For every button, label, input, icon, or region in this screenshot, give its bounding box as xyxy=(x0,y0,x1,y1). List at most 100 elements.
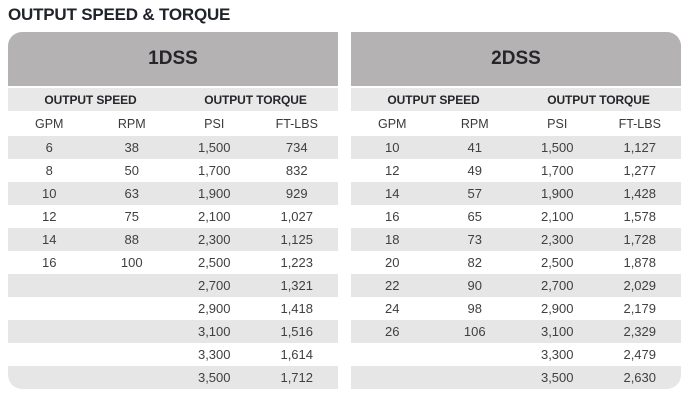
table-row: 3,300 2,479 xyxy=(351,343,681,366)
table-2dss: 2DSS OUTPUT SPEED OUTPUT TORQUE GPM RPM … xyxy=(351,32,681,389)
table-cell: 3,500 xyxy=(540,370,574,385)
table-cell: 2,500 xyxy=(197,255,231,270)
table-cell: 1,700 xyxy=(197,163,231,178)
table-cell: 98 xyxy=(467,301,482,316)
table-row: 8 50 1,700 832 xyxy=(8,159,338,182)
table-row: 3,500 2,630 xyxy=(351,366,681,389)
table-cell: 3,500 xyxy=(197,370,231,385)
column-header-psi: PSI xyxy=(547,116,568,131)
table-cell: 2,900 xyxy=(540,301,574,316)
table-cell: 2,300 xyxy=(197,232,231,247)
table-row: 2,900 1,418 xyxy=(8,297,338,320)
page: OUTPUT SPEED & TORQUE 1DSS OUTPUT SPEED … xyxy=(8,5,686,389)
table-cell: 1,500 xyxy=(540,140,574,155)
table-cell: 106 xyxy=(463,324,486,339)
table-cell: 1,728 xyxy=(623,232,657,247)
table-1dss: 1DSS OUTPUT SPEED OUTPUT TORQUE GPM RPM … xyxy=(8,32,338,389)
table-1dss-header: 1DSS xyxy=(8,32,338,86)
table-cell: 832 xyxy=(285,163,308,178)
table-cell: 3,100 xyxy=(540,324,574,339)
table-cell: 14 xyxy=(385,186,400,201)
table-cell: 1,321 xyxy=(280,278,314,293)
table-cell: 1,500 xyxy=(197,140,231,155)
table-cell: 3,300 xyxy=(197,347,231,362)
table-row: 12 75 2,100 1,027 xyxy=(8,205,338,228)
table-row: 3,100 1,516 xyxy=(8,320,338,343)
table-cell: 50 xyxy=(124,163,139,178)
table-cell: 2,500 xyxy=(540,255,574,270)
table-cell: 6 xyxy=(45,140,53,155)
table-cell: 41 xyxy=(467,140,482,155)
table-cell: 2,300 xyxy=(540,232,574,247)
table-row: 16 100 2,500 1,223 xyxy=(8,251,338,274)
table-cell: 100 xyxy=(120,255,143,270)
table-cell: 1,516 xyxy=(280,324,314,339)
table-row: 20 82 2,500 1,878 xyxy=(351,251,681,274)
table-cell: 2,029 xyxy=(623,278,657,293)
table-row: 24 98 2,900 2,179 xyxy=(351,297,681,320)
table-cell: 1,418 xyxy=(280,301,314,316)
table-cell: 22 xyxy=(385,278,400,293)
table-2dss-column-header-row: GPM RPM PSI FT-LBS xyxy=(351,111,681,136)
column-header-ftlbs: FT-LBS xyxy=(275,116,318,131)
group-header-output-torque: OUTPUT TORQUE xyxy=(547,92,650,107)
table-cell: 57 xyxy=(467,186,482,201)
table-cell: 1,223 xyxy=(280,255,314,270)
table-cell: 1,027 xyxy=(280,209,314,224)
table-row: 10 41 1,500 1,127 xyxy=(351,136,681,159)
table-2dss-body: 10 41 1,500 1,127 12 49 1,700 1,277 14 57 1,900 1,4… xyxy=(351,136,681,389)
group-header-output-speed: OUTPUT SPEED xyxy=(44,92,137,107)
table-cell: 90 xyxy=(467,278,482,293)
table-cell: 2,100 xyxy=(197,209,231,224)
column-header-gpm: GPM xyxy=(378,116,407,131)
table-cell: 2,100 xyxy=(540,209,574,224)
table-cell: 82 xyxy=(467,255,482,270)
table-row: 16 65 2,100 1,578 xyxy=(351,205,681,228)
table-row: 3,300 1,614 xyxy=(8,343,338,366)
table-cell: 1,578 xyxy=(623,209,657,224)
table-cell: 1,125 xyxy=(280,232,314,247)
table-cell: 16 xyxy=(42,255,57,270)
page-title: OUTPUT SPEED & TORQUE xyxy=(8,5,231,24)
table-cell: 14 xyxy=(42,232,57,247)
table-cell: 10 xyxy=(385,140,400,155)
table-1dss-group-header-row: OUTPUT SPEED OUTPUT TORQUE xyxy=(8,88,338,111)
table-cell: 2,479 xyxy=(623,347,657,362)
table-row: 10 63 1,900 929 xyxy=(8,182,338,205)
table-cell: 1,878 xyxy=(623,255,657,270)
table-row: 6 38 1,500 734 xyxy=(8,136,338,159)
table-cell: 8 xyxy=(45,163,53,178)
table-cell: 10 xyxy=(42,186,57,201)
column-header-rpm: RPM xyxy=(117,116,146,131)
table-cell: 1,277 xyxy=(623,163,657,178)
table-cell: 73 xyxy=(467,232,482,247)
table-cell: 88 xyxy=(124,232,139,247)
table-cell: 12 xyxy=(385,163,400,178)
table-cell: 18 xyxy=(385,232,400,247)
column-header-psi: PSI xyxy=(204,116,225,131)
column-header-ftlbs: FT-LBS xyxy=(618,116,661,131)
table-cell: 49 xyxy=(467,163,482,178)
table-row: 18 73 2,300 1,728 xyxy=(351,228,681,251)
tables-container: 1DSS OUTPUT SPEED OUTPUT TORQUE GPM RPM … xyxy=(8,32,686,389)
table-row: 3,500 1,712 xyxy=(8,366,338,389)
table-row: 26 106 3,100 2,329 xyxy=(351,320,681,343)
group-header-output-torque: OUTPUT TORQUE xyxy=(204,92,307,107)
table-cell: 3,100 xyxy=(197,324,231,339)
table-cell: 3,300 xyxy=(540,347,574,362)
table-cell: 38 xyxy=(124,140,139,155)
table-2dss-group-header-row: OUTPUT SPEED OUTPUT TORQUE xyxy=(351,88,681,111)
table-cell: 1,900 xyxy=(540,186,574,201)
table-row: 12 49 1,700 1,277 xyxy=(351,159,681,182)
table-cell: 1,127 xyxy=(623,140,657,155)
table-cell: 2,700 xyxy=(197,278,231,293)
table-cell: 1,712 xyxy=(280,370,314,385)
column-header-gpm: GPM xyxy=(35,116,64,131)
table-row: 14 88 2,300 1,125 xyxy=(8,228,338,251)
table-cell: 1,428 xyxy=(623,186,657,201)
table-cell: 24 xyxy=(385,301,400,316)
table-cell: 12 xyxy=(42,209,57,224)
table-cell: 734 xyxy=(285,140,308,155)
table-cell: 1,900 xyxy=(197,186,231,201)
table-cell: 2,329 xyxy=(623,324,657,339)
